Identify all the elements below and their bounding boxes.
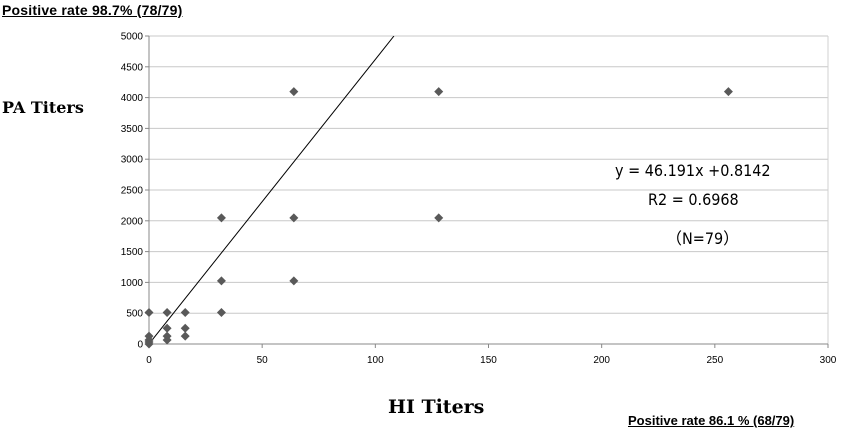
x-tick-label: 250 xyxy=(706,355,723,366)
data-point xyxy=(162,331,172,341)
sample-size-label: （N=79） xyxy=(666,229,740,248)
y-tick-label: 1000 xyxy=(121,278,144,289)
data-point xyxy=(434,87,444,97)
trendline-equation: y = 46.191x +0.8142 xyxy=(615,161,771,180)
trendline xyxy=(149,36,395,344)
data-point xyxy=(180,323,190,333)
data-point xyxy=(180,331,190,341)
data-point xyxy=(216,276,226,286)
data-point xyxy=(162,323,172,333)
data-point xyxy=(144,307,154,317)
y-tick-label: 2500 xyxy=(121,186,144,197)
bottom-positive-rate-note: Positive rate 86.1 % (68/79) xyxy=(628,413,795,428)
data-point xyxy=(289,276,299,286)
x-tick-label: 300 xyxy=(820,355,837,366)
x-tick-label: 150 xyxy=(480,355,497,366)
data-point xyxy=(180,307,190,317)
y-axis-label: PA Titers xyxy=(2,98,84,117)
data-point xyxy=(162,307,172,317)
data-point xyxy=(289,213,299,223)
data-point xyxy=(144,331,154,341)
x-tick-label: 0 xyxy=(146,355,152,366)
x-axis-label: HI Titers xyxy=(388,396,485,418)
y-tick-label: 5000 xyxy=(121,32,144,43)
y-tick-label: 500 xyxy=(126,309,143,320)
data-point xyxy=(289,87,299,97)
y-tick-label: 2000 xyxy=(121,216,144,227)
x-tick-label: 50 xyxy=(257,355,269,366)
y-tick-label: 1500 xyxy=(121,247,144,258)
y-tick-label: 4000 xyxy=(121,93,144,104)
y-tick-label: 3500 xyxy=(121,124,144,135)
x-tick-label: 200 xyxy=(593,355,610,366)
trendline-r2: R2 = 0.6968 xyxy=(648,190,739,209)
y-tick-label: 0 xyxy=(137,340,143,351)
y-tick-label: 3000 xyxy=(121,155,144,166)
data-point xyxy=(216,213,226,223)
top-positive-rate-note: Positive rate 98.7% (78/79) xyxy=(2,2,183,18)
x-tick-label: 100 xyxy=(367,355,384,366)
data-point xyxy=(216,307,226,317)
y-tick-label: 4500 xyxy=(121,62,144,73)
data-point xyxy=(723,87,733,97)
data-point xyxy=(434,213,444,223)
